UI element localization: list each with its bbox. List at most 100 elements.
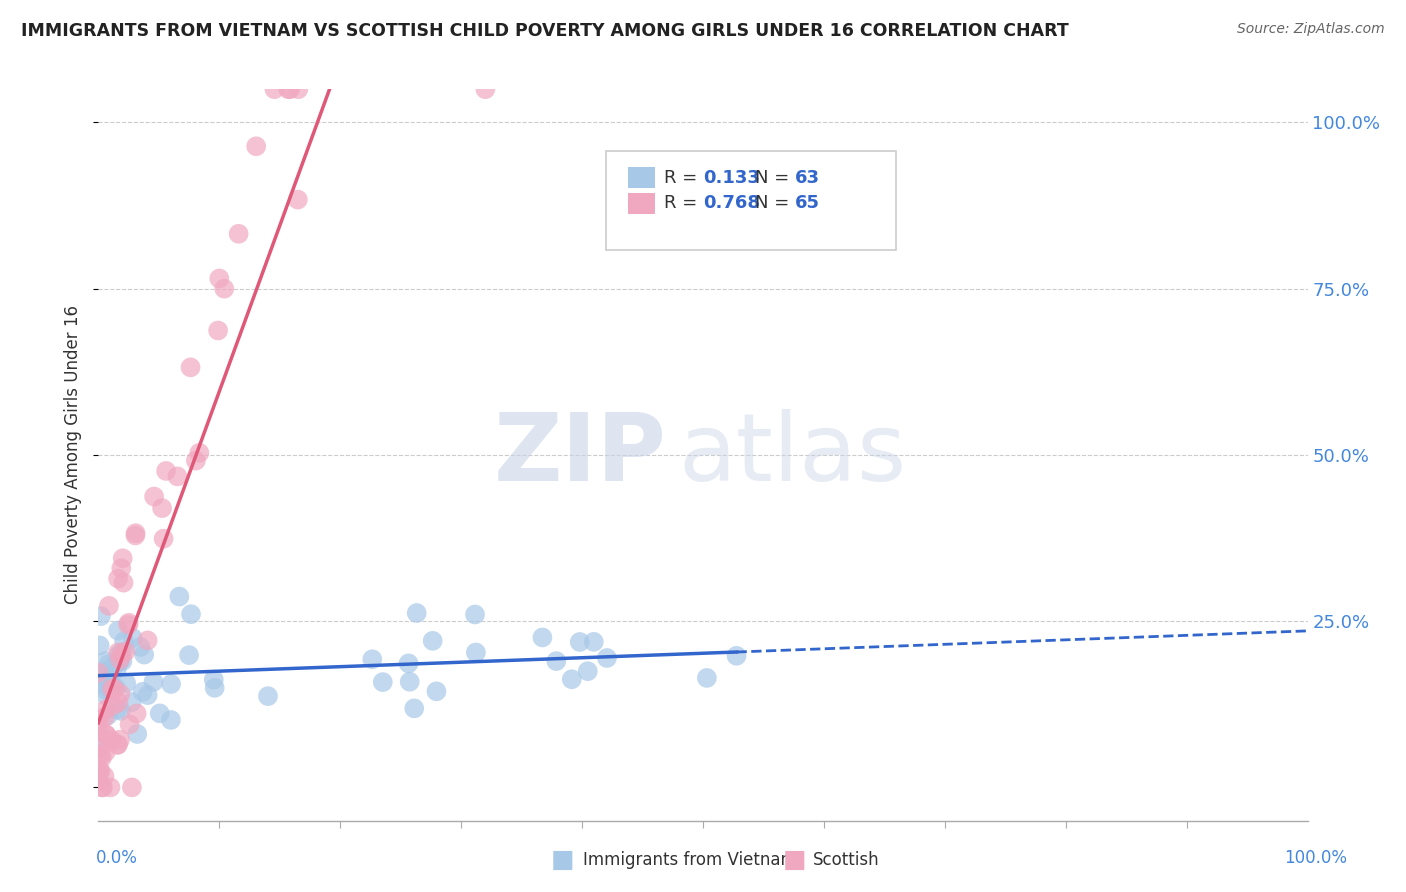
Point [121, 631, 143, 645]
Point [96, 689, 118, 703]
Point [405, 606, 427, 620]
Point [127, 727, 149, 741]
Point [94, 654, 117, 668]
Point [177, 648, 200, 662]
Point [87, 713, 110, 727]
Point [180, 360, 202, 375]
Point [107, 702, 129, 716]
Point [131, 685, 153, 699]
Point [107, 738, 129, 752]
Point [108, 732, 131, 747]
Point [155, 464, 177, 478]
Point [100, 780, 122, 795]
Point [111, 648, 134, 662]
Point [160, 677, 183, 691]
Point [464, 607, 486, 622]
Point [124, 528, 146, 542]
Point [94, 745, 117, 759]
Point [90, 780, 112, 795]
Point [107, 624, 129, 638]
Point [228, 227, 250, 241]
Point [263, 82, 285, 96]
Text: N =: N = [755, 194, 794, 211]
Text: Scottish: Scottish [813, 851, 879, 869]
Point [422, 633, 444, 648]
Point [546, 654, 568, 668]
Point [245, 139, 267, 153]
Point [188, 446, 211, 460]
Point [90, 670, 112, 684]
Point [277, 82, 299, 96]
Point [118, 615, 141, 630]
Text: Immigrants from Vietnam: Immigrants from Vietnam [583, 851, 797, 869]
Point [464, 645, 486, 659]
Point [184, 453, 207, 467]
Point [105, 738, 128, 752]
Point [152, 532, 174, 546]
Point [166, 469, 188, 483]
Point [98, 682, 121, 697]
Point [97, 657, 120, 671]
Bar [628, 168, 655, 188]
Point [107, 645, 129, 659]
Point [561, 672, 583, 686]
Point [212, 282, 235, 296]
Point [124, 526, 146, 541]
Point [100, 732, 122, 747]
Point [371, 675, 394, 690]
Point [207, 324, 229, 338]
Point [108, 655, 131, 669]
Point [117, 617, 139, 632]
Text: 65: 65 [794, 194, 820, 211]
Point [111, 551, 134, 566]
Point [108, 652, 131, 666]
Text: Source: ZipAtlas.com: Source: ZipAtlas.com [1237, 22, 1385, 37]
Point [404, 701, 426, 715]
Point [596, 651, 619, 665]
Point [142, 674, 165, 689]
Text: ZIP: ZIP [494, 409, 666, 501]
Point [111, 654, 134, 668]
Point [112, 575, 135, 590]
Point [398, 657, 420, 671]
Point [531, 631, 554, 645]
Point [136, 633, 159, 648]
Text: ■: ■ [783, 848, 806, 871]
Point [96, 728, 118, 742]
Point [150, 501, 173, 516]
Point [90, 609, 112, 624]
Point [257, 689, 280, 703]
Point [125, 706, 148, 721]
Point [87, 721, 110, 735]
Text: N =: N = [755, 169, 794, 186]
Point [97, 708, 120, 723]
Point [134, 648, 156, 662]
Point [87, 665, 110, 680]
Text: 100.0%: 100.0% [1284, 849, 1347, 867]
Point [89, 732, 111, 747]
Point [208, 271, 231, 285]
Point [97, 599, 120, 613]
Point [582, 635, 605, 649]
Point [91, 780, 114, 795]
Point [101, 660, 124, 674]
Point [398, 674, 420, 689]
Point [105, 662, 128, 676]
Point [136, 688, 159, 702]
Point [97, 664, 120, 678]
Point [112, 634, 135, 648]
Point [287, 82, 309, 96]
Point [103, 681, 125, 696]
Point [89, 762, 111, 776]
Point [94, 727, 117, 741]
Point [101, 678, 124, 692]
Point [425, 684, 447, 698]
Point [94, 702, 117, 716]
Point [101, 681, 124, 696]
Text: R =: R = [664, 194, 703, 211]
Point [94, 682, 117, 697]
Point [91, 677, 114, 691]
Point [108, 654, 131, 668]
Point [149, 706, 172, 721]
Point [110, 687, 132, 701]
